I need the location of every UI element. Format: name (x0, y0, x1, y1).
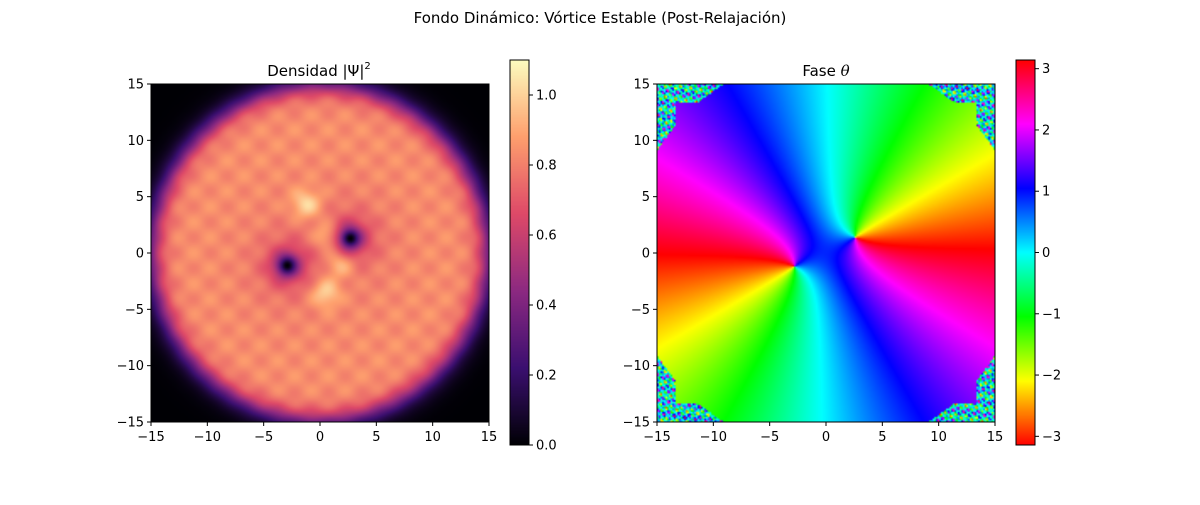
density-colorbar-frame (509, 59, 530, 446)
density-colorbar-tick-label: 0.6 (536, 229, 557, 244)
phase-colorbar-tick-label: −2 (1042, 369, 1061, 384)
phase-y-tick-label: 5 (642, 190, 650, 205)
phase-colorbar-tick-label: 3 (1042, 62, 1050, 77)
phase-y-tick-label: 10 (633, 134, 650, 149)
phase-title-symbol: θ (841, 62, 850, 80)
phase-title-main: Fase (802, 62, 840, 80)
density-x-axis: −15 −10 −5 0 5 10 15 (137, 422, 497, 445)
phase-x-axis: −15 −10 −5 0 5 10 15 (643, 422, 1003, 445)
phase-x-tick-label: −15 (643, 430, 670, 445)
density-x-tick-label: −10 (194, 430, 221, 445)
phase-y-tick-label: 0 (642, 247, 650, 262)
density-y-axis: 15 10 5 0 −5 −10 −15 (117, 78, 151, 431)
phase-x-tick-label: 15 (987, 430, 1004, 445)
density-heatmap (151, 84, 489, 422)
phase-colorbar-tick-label: −3 (1042, 430, 1061, 445)
density-y-tick-label: 5 (136, 190, 144, 205)
density-x-tick-label: 10 (424, 430, 441, 445)
phase-x-tick-label: 10 (930, 430, 947, 445)
figure-title: Fondo Dinámico: Vórtice Estable (Post-Re… (414, 9, 787, 27)
density-y-tick-label: −15 (117, 416, 144, 431)
density-x-tick-label: −15 (137, 430, 164, 445)
density-x-tick-label: 15 (481, 430, 498, 445)
density-colorbar-axis: 1.0 0.8 0.6 0.4 0.2 0.0 (529, 89, 557, 454)
density-y-tick-label: 10 (127, 134, 144, 149)
density-y-tick-label: −10 (117, 359, 144, 374)
density-title: Densidad |Ψ|2 (267, 61, 371, 80)
density-x-tick-label: 5 (372, 430, 380, 445)
density-y-tick-label: 15 (127, 78, 144, 93)
density-colorbar-tick-label: 0.0 (536, 439, 557, 454)
phase-x-tick-label: 5 (878, 430, 886, 445)
phase-x-tick-label: −5 (760, 430, 779, 445)
phase-x-tick-label: 0 (822, 430, 830, 445)
density-colorbar-tick-label: 0.8 (536, 159, 557, 174)
density-colorbar (510, 60, 529, 445)
density-x-tick-label: −5 (254, 430, 273, 445)
density-colorbar-tick-label: 0.2 (536, 369, 557, 384)
density-colorbar-tick-label: 0.4 (536, 299, 557, 314)
phase-colorbar-tick-label: 0 (1042, 246, 1050, 261)
density-y-tick-label: 0 (136, 247, 144, 262)
phase-y-axis: 15 10 5 0 −5 −10 −15 (623, 78, 657, 431)
phase-y-tick-label: −10 (623, 359, 650, 374)
phase-x-tick-label: −10 (700, 430, 727, 445)
phase-y-tick-label: −5 (631, 303, 650, 318)
phase-colorbar-tick-label: 1 (1042, 185, 1050, 200)
phase-y-tick-label: 15 (633, 78, 650, 93)
phase-colorbar-axis: 3 2 1 0 −1 −2 −3 (1035, 62, 1061, 445)
density-panel: Densidad |Ψ|2 −15 −10 −5 0 5 10 15 15 10 5 0 −5 −10… (117, 59, 557, 454)
density-title-sup: 2 (364, 61, 370, 72)
phase-heatmap (657, 84, 995, 422)
phase-title: Fase θ (802, 62, 849, 80)
phase-colorbar-tick-label: −1 (1042, 307, 1061, 322)
density-title-main: Densidad |Ψ| (267, 62, 364, 80)
density-colorbar-tick-label: 1.0 (536, 89, 557, 104)
density-y-tick-label: −5 (125, 303, 144, 318)
density-x-tick-label: 0 (316, 430, 324, 445)
phase-colorbar (1016, 60, 1035, 445)
phase-y-tick-label: −15 (623, 416, 650, 431)
phase-colorbar-tick-label: 2 (1042, 123, 1050, 138)
